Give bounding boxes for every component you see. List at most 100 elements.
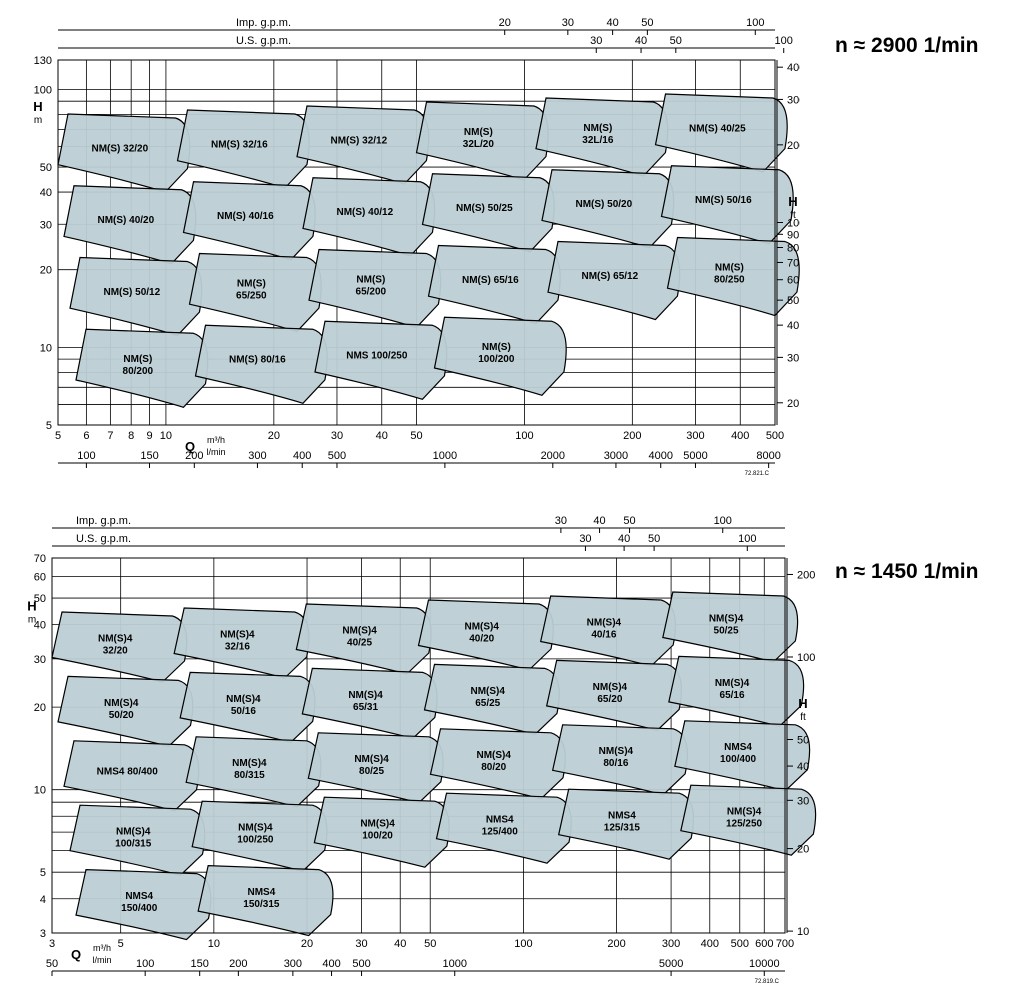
x-bottom-tick-label: 300: [686, 430, 704, 442]
x-bottom-tick-label: 10: [160, 430, 172, 442]
y-left-tick-label: 50: [40, 162, 52, 174]
chart-code: 72.819.C: [755, 979, 780, 985]
x-lmin-tick-label: 4000: [648, 450, 672, 462]
region-label: NMS4: [724, 742, 752, 753]
region-label: 80/200: [123, 366, 154, 377]
region-label: NM(S)4: [98, 633, 133, 644]
x-lmin-tick-label: 150: [191, 958, 209, 970]
x-axis-unit-lmin: l/min: [92, 955, 111, 965]
y-left-tick-label: 10: [40, 342, 52, 354]
x-top-tick-label-imp: 50: [641, 17, 653, 29]
y-left-tick-label: 5: [46, 420, 52, 432]
y-right-tick-label: 60: [787, 275, 799, 287]
region-label: NM(S)4: [220, 629, 255, 640]
region-label: NM(S)4: [360, 819, 395, 830]
x-lmin-tick-label: 500: [352, 958, 370, 970]
region-label: NM(S)4: [354, 754, 389, 765]
y-left-tick-label: 40: [40, 187, 52, 199]
region-label: 50/16: [231, 706, 256, 717]
region-nm-s-100-200: [433, 316, 567, 396]
x-bottom-tick-label: 30: [331, 430, 343, 442]
region-label: 32L/20: [463, 139, 495, 150]
x-bottom-tick-label: 300: [662, 938, 680, 950]
x-lmin-tick-label: 1000: [442, 958, 466, 970]
region-label: 40/20: [469, 633, 494, 644]
y-left-tick-label: 10: [34, 785, 46, 797]
y-right-tick-label: 100: [787, 217, 800, 229]
y-left-tick-label: 40: [34, 620, 46, 632]
region-label: NM(S) 50/25: [456, 203, 513, 214]
y-left-tick-label: 5: [40, 867, 46, 879]
x-top-axis-label-imp: Imp. g.p.m.: [236, 17, 291, 29]
x-lmin-tick-label: 8000: [756, 450, 780, 462]
x-top-tick-label-us: 30: [579, 533, 591, 545]
x-top-tick-label-us: 40: [635, 35, 647, 47]
y-right-tick-label: 50: [787, 295, 799, 307]
region-label: NM(S)4: [709, 613, 744, 624]
x-top-tick-label-us: 40: [618, 533, 630, 545]
region-label: NM(S) 40/25: [689, 123, 746, 134]
y-right-tick-label: 80: [787, 242, 799, 254]
region-label: NM(S)4: [587, 617, 622, 628]
x-axis-q-label: Q: [71, 947, 81, 962]
region-label: 150/400: [121, 903, 158, 914]
x-bottom-tick-label: 9: [146, 430, 152, 442]
region-label: 80/20: [481, 762, 506, 773]
region-label: NMS 100/250: [346, 351, 408, 362]
x-bottom-tick-label: 50: [424, 938, 436, 950]
y-right-axis-label: H: [798, 696, 807, 711]
x-lmin-tick-label: 200: [185, 450, 203, 462]
x-axis-unit-lmin: l/min: [206, 447, 225, 457]
region-label: 50/20: [109, 710, 134, 721]
x-bottom-tick-label: 600: [755, 938, 773, 950]
y-right-tick-label: 400: [787, 62, 800, 74]
region-label: 125/315: [604, 823, 641, 834]
x-top-tick-label-imp: 100: [746, 17, 764, 29]
region-label: NMS4: [125, 891, 153, 902]
plot-frame: [51, 557, 786, 934]
x-top-tick-label-us: 30: [590, 35, 602, 47]
region-label: NM(S)4: [226, 694, 261, 705]
y-right-tick-label: 30: [787, 352, 799, 364]
chart-1450-rpm: NM(S)432/20NM(S)432/16NM(S)440/25NM(S)44…: [27, 515, 817, 985]
region-label: NM(S) 65/16: [462, 275, 519, 286]
x-top-tick-label-imp: 30: [555, 515, 567, 527]
region-label: 100/315: [115, 839, 152, 850]
x-bottom-tick-label: 500: [731, 938, 749, 950]
y-left-tick-label: 50: [34, 593, 46, 605]
x-lmin-tick-label: 100: [77, 450, 95, 462]
chart-code: 72.821.C: [745, 471, 770, 477]
x-lmin-tick-label: 1000: [433, 450, 457, 462]
x-top-axis-label-us: U.S. g.p.m.: [76, 533, 131, 545]
y-left-tick-label: 30: [40, 219, 52, 231]
region-label: NM(S): [715, 262, 744, 273]
region-label: NM(S) 32/16: [211, 139, 268, 150]
region-label: NM(S)4: [348, 690, 383, 701]
region-label: NM(S) 50/20: [575, 199, 632, 210]
region-label: 125/250: [726, 819, 763, 830]
x-bottom-tick-label: 400: [731, 430, 749, 442]
chart-2900-rpm: NM(S) 32/20 NM(S) 32/16 NM(S) 32/12NM(S)32…: [33, 17, 800, 477]
region-label: NM(S) 65/12: [581, 271, 638, 282]
x-lmin-tick-label: 400: [322, 958, 340, 970]
x-bottom-tick-label: 20: [268, 430, 280, 442]
region-label: NM(S)4: [342, 625, 377, 636]
y-left-axis-unit: m: [28, 615, 36, 626]
region-label: NM(S)4: [232, 758, 267, 769]
y-right-axis-unit: ft: [800, 712, 806, 723]
region-label: NMS4 80/400: [97, 766, 159, 777]
x-bottom-tick-label: 500: [766, 430, 784, 442]
region-nm-s-4-125-250: [680, 784, 817, 856]
x-bottom-tick-label: 400: [701, 938, 719, 950]
x-bottom-tick-label: 8: [128, 430, 134, 442]
region-label: NM(S) 80/16: [229, 355, 286, 366]
region-label: 40/25: [347, 637, 372, 648]
region-label: 100/200: [478, 354, 515, 365]
y-right-axis-label: H: [788, 194, 797, 209]
y-left-tick-label: 60: [34, 571, 46, 583]
y-left-axis-label: H: [27, 599, 36, 614]
region-label: 32/16: [225, 641, 250, 652]
x-lmin-tick-label: 300: [284, 958, 302, 970]
y-left-axis-label: H: [33, 99, 42, 114]
x-top-tick-label-us: 50: [648, 533, 660, 545]
